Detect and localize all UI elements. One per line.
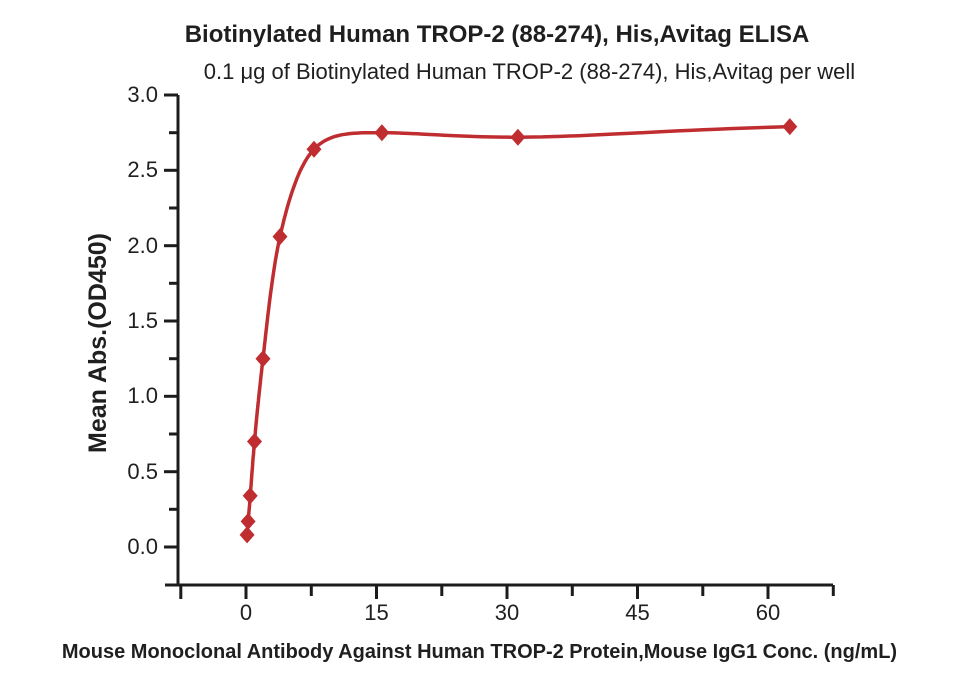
- y-tick-label: 2.0: [127, 232, 158, 258]
- data-point-marker: [306, 140, 322, 158]
- y-tick-label: 1.5: [127, 307, 158, 333]
- x-tick-label: 45: [625, 600, 650, 625]
- y-tick-label: 2.5: [127, 157, 158, 183]
- data-point-marker: [247, 433, 262, 450]
- y-tick-label: 1.0: [127, 383, 158, 409]
- data-point-marker: [255, 350, 271, 368]
- y-tick-label: 0.5: [127, 458, 158, 484]
- data-point-marker: [782, 118, 798, 136]
- chart-subtitle: 0.1 μg of Biotinylated Human TROP-2 (88-…: [203, 59, 856, 84]
- x-tick-label: 60: [755, 600, 781, 625]
- x-axis-title: Mouse Monoclonal Antibody Against Human …: [61, 641, 898, 663]
- data-point-marker: [272, 228, 288, 246]
- fit-curve-line: [245, 124, 792, 537]
- y-tick-label: 3.0: [127, 81, 158, 107]
- y-tick-label: 0.0: [127, 534, 158, 559]
- x-tick-label: 0: [239, 600, 253, 625]
- x-tick-label: 15: [364, 600, 389, 625]
- chart-title: Biotinylated Human TROP-2 (88-274), His,…: [184, 21, 810, 48]
- data-point-marker: [242, 487, 258, 505]
- data-point-marker: [239, 526, 255, 544]
- data-point-marker: [374, 124, 390, 142]
- data-point-marker: [240, 512, 256, 530]
- data-point-marker: [510, 128, 526, 146]
- x-tick-label: 30: [494, 600, 520, 625]
